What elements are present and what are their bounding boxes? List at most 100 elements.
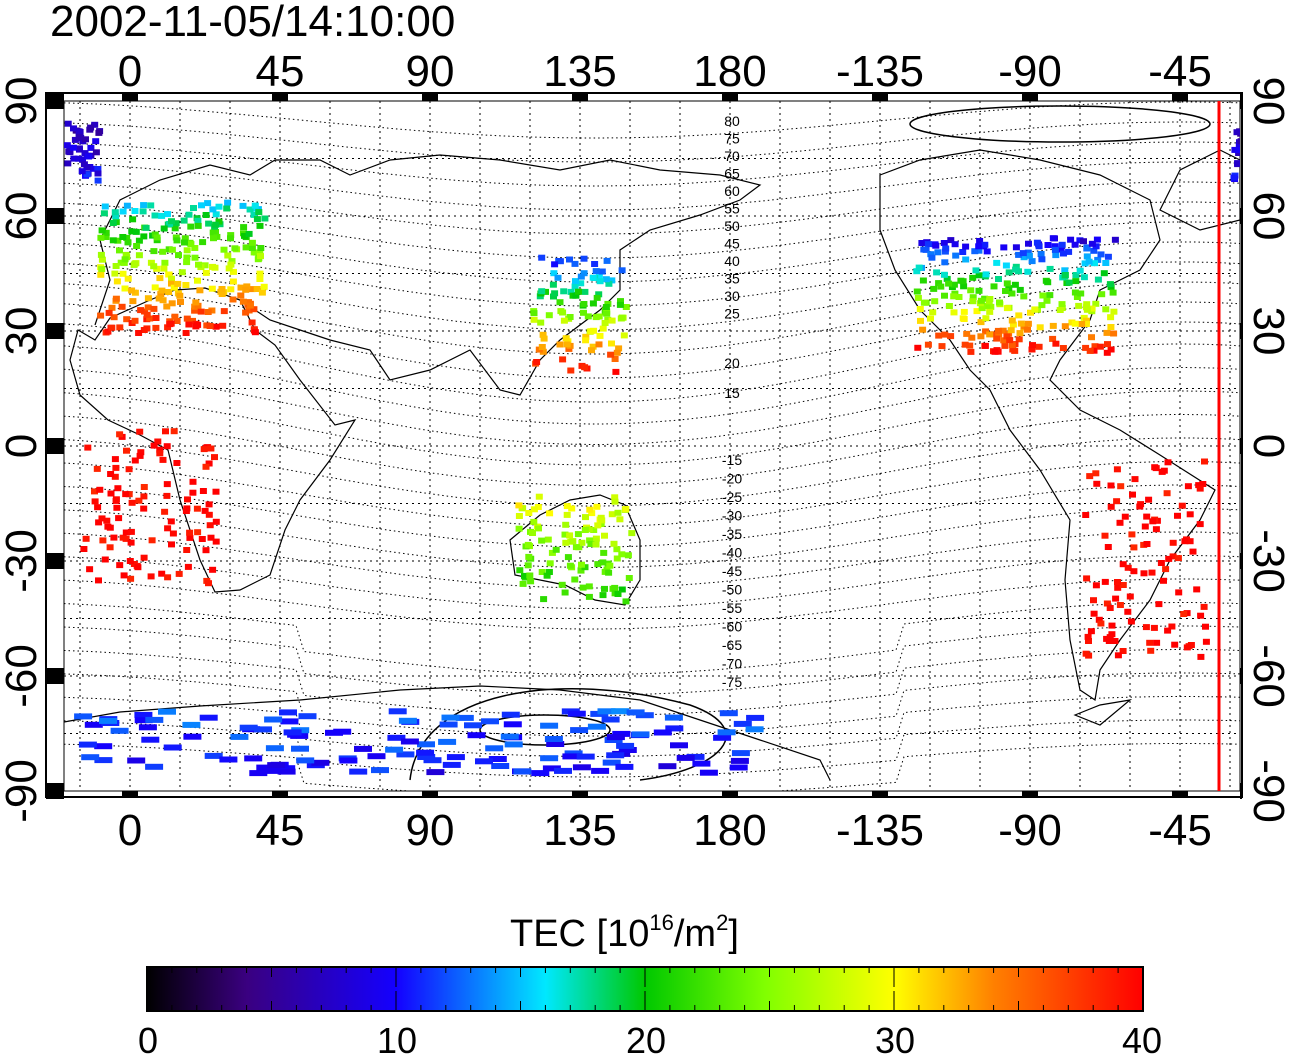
tec-observation [127, 528, 135, 535]
tec-observation [1178, 502, 1186, 509]
tec-observation [212, 323, 220, 330]
lat-left-label: 60 [0, 192, 46, 241]
tec-observation [202, 269, 210, 276]
tec-observation [135, 497, 143, 504]
tec-observation [618, 586, 626, 593]
tec-observation [1163, 490, 1171, 497]
tec-observation [592, 268, 600, 275]
tec-observation [963, 330, 971, 337]
tec-observation [163, 443, 171, 450]
tec-observation [82, 136, 89, 143]
tec-observation [616, 301, 624, 308]
tec-observation [1103, 349, 1111, 356]
tec-observation [1230, 174, 1238, 181]
tec-observation [1049, 235, 1057, 242]
tec-observation [1129, 491, 1136, 498]
lat-left-label: 30 [0, 307, 46, 356]
tec-observation [98, 227, 106, 234]
lon-bottom-label: 90 [406, 806, 455, 855]
contour-line [64, 321, 1240, 403]
tec-observation [107, 490, 115, 497]
tec-observation [298, 713, 317, 720]
tec-observation [977, 333, 985, 340]
tec-observation [1058, 241, 1066, 248]
tec-observation [504, 741, 523, 748]
tec-observation [1088, 240, 1096, 247]
tec-observation [145, 763, 164, 770]
tec-observation [177, 299, 184, 305]
tec-observation [131, 260, 139, 267]
tec-observation [990, 283, 998, 290]
tec-observation [220, 308, 228, 315]
contour-line [64, 390, 1240, 466]
tec-observation [142, 224, 150, 231]
tec-observation [150, 248, 158, 255]
tec-observation [229, 278, 237, 285]
tec-observation [204, 200, 212, 207]
tec-observation [211, 454, 218, 461]
tec-observation [230, 733, 249, 740]
tec-observation [151, 284, 159, 291]
tec-observation [104, 328, 112, 335]
tec-observation [147, 259, 155, 266]
tec-observation [153, 234, 161, 241]
tec-observation [78, 168, 86, 175]
tec-observation [193, 505, 201, 512]
colorbar-tick-label: 30 [875, 1020, 915, 1057]
tec-observation [140, 493, 148, 500]
tec-observation [174, 280, 182, 287]
tec-observation [94, 743, 113, 750]
tec-observation [746, 714, 765, 721]
tec-observation [111, 473, 119, 480]
tec-observation [961, 341, 969, 348]
tec-observation [1001, 342, 1009, 349]
tec-observation [1082, 317, 1090, 324]
tec-observation [141, 736, 160, 743]
tec-observation [582, 333, 590, 340]
tec-observation [598, 517, 606, 524]
frame-tick [272, 791, 288, 797]
tec-observation [1164, 459, 1172, 466]
tec-observation [1078, 321, 1086, 327]
tec-observation [1024, 268, 1032, 275]
tec-observation [262, 767, 281, 774]
tec-observation [131, 317, 139, 324]
tec-observation [543, 572, 551, 579]
tec-observation [557, 308, 565, 315]
tec-observation [717, 729, 736, 736]
tec-observation [608, 511, 616, 518]
tec-observation [602, 304, 610, 310]
tec-observation [950, 293, 958, 300]
tec-observation [597, 708, 616, 715]
tec-observation [129, 298, 137, 305]
tec-observation [184, 563, 192, 570]
tec-observation [572, 764, 591, 771]
tec-observation [574, 531, 582, 538]
contour-line [64, 602, 1240, 675]
tec-observation [589, 343, 597, 350]
tec-observation [592, 541, 600, 548]
tec-observation [533, 359, 541, 365]
tec-observation [111, 209, 119, 216]
tec-observation [257, 253, 264, 260]
tec-observation [581, 364, 589, 371]
contour-label: 80 [724, 113, 740, 129]
tec-observation [608, 277, 616, 284]
lat-left-label: 0 [0, 434, 46, 458]
tec-observation [546, 741, 565, 747]
tec-observation [1083, 245, 1091, 252]
contour-label: -20 [722, 471, 742, 487]
tec-observation [1111, 236, 1119, 243]
tec-observation [1080, 238, 1087, 245]
tec-observation [131, 457, 139, 464]
tec-observation [549, 281, 557, 288]
tec-observation [220, 246, 228, 253]
tec-observation [1155, 601, 1163, 608]
tec-observation [122, 491, 130, 498]
tec-observation [254, 256, 262, 263]
tec-observation [993, 259, 1001, 266]
tec-observation [257, 245, 265, 251]
tec-observation [163, 492, 171, 499]
tec-observation [1195, 482, 1203, 489]
tec-observation [481, 718, 499, 725]
